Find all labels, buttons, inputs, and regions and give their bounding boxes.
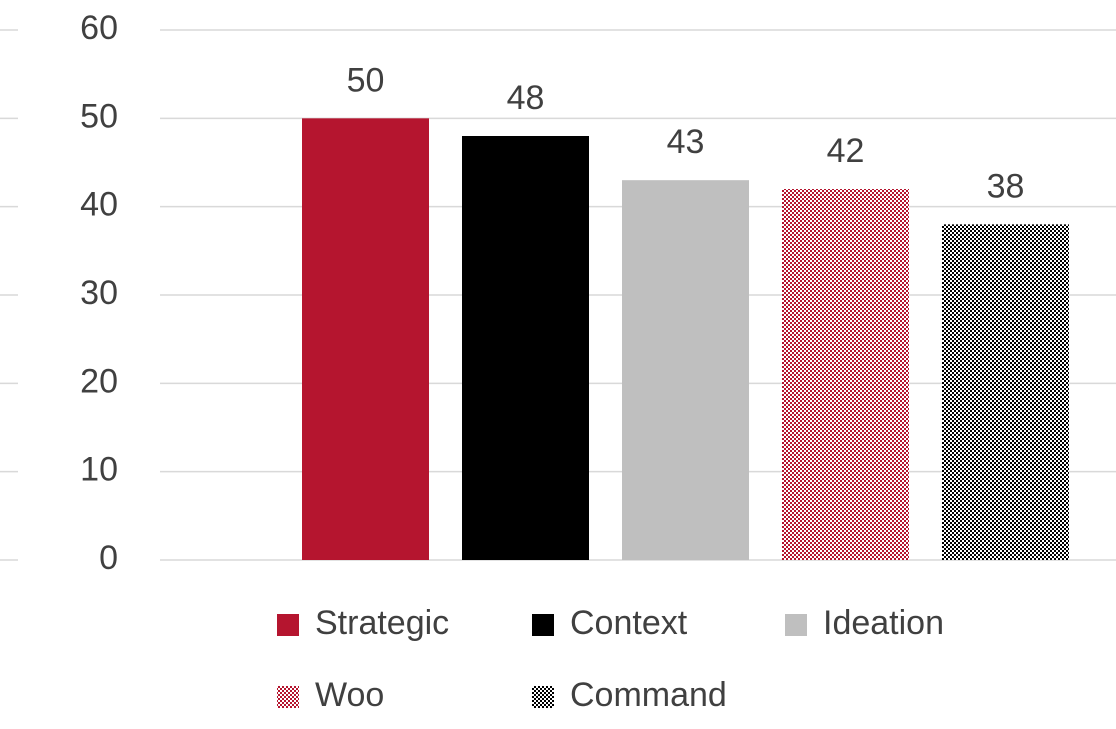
y-tick-label: 20 — [80, 362, 118, 400]
legend-label: Ideation — [823, 604, 944, 642]
legend-swatch — [532, 686, 554, 708]
legend-swatch — [277, 614, 299, 636]
y-tick-label: 0 — [99, 539, 118, 577]
bar — [622, 180, 749, 560]
data-label: 48 — [507, 79, 545, 117]
y-tick-label: 50 — [80, 97, 118, 135]
bar — [302, 118, 429, 560]
data-label: 43 — [667, 123, 705, 161]
bar — [942, 224, 1069, 561]
legend-label: Strategic — [315, 604, 449, 642]
legend-label: Context — [570, 604, 688, 642]
y-tick-label: 40 — [80, 186, 118, 224]
y-tick-label: 60 — [80, 9, 118, 47]
y-tick-label: 10 — [80, 451, 118, 489]
legend-swatch — [785, 614, 807, 636]
legend-swatch — [532, 614, 554, 636]
legend-swatch — [277, 686, 299, 708]
y-tick-label: 30 — [80, 274, 118, 312]
data-label: 42 — [827, 132, 865, 170]
bar — [782, 189, 909, 560]
data-label: 38 — [987, 167, 1025, 205]
legend-label: Woo — [315, 676, 384, 714]
data-label: 50 — [347, 61, 385, 99]
legend-label: Command — [570, 676, 727, 714]
bar — [462, 136, 589, 560]
